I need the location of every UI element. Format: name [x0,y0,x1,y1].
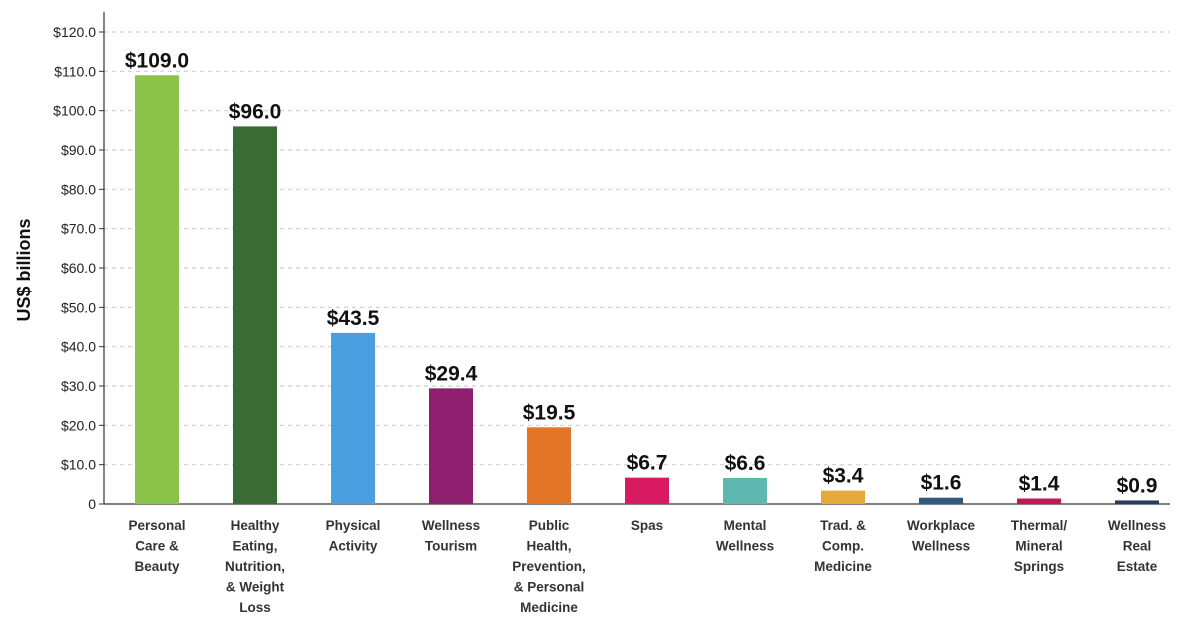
data-label: $0.9 [1117,474,1158,497]
data-label: $3.4 [823,465,864,488]
y-tick-label: $30.0 [61,378,96,394]
category-label: Personal Care & Beauty [128,518,185,574]
data-label: $29.4 [425,362,478,385]
category-label: Wellness Real Estate [1108,518,1166,574]
y-tick-label: $10.0 [61,457,96,473]
bars [135,75,1159,505]
y-tick-label: $60.0 [61,260,96,276]
category-label: Spas [631,518,663,533]
bar [527,427,571,504]
bar [821,490,865,504]
category-label: Mental Wellness [716,518,774,554]
bar [1115,500,1159,504]
y-tick-label: $90.0 [61,142,96,158]
data-label: $6.7 [627,452,668,475]
bar [625,477,669,504]
y-tick-labels: 0 $10.0 $20.0 $30.0 $40.0 $50.0 $60.0 $70.0 $80.… [53,24,96,512]
y-tick-label: $70.0 [61,221,96,237]
y-tick-label: $50.0 [61,299,96,315]
category-label: Trad. & Comp. Medicine [814,518,872,574]
data-labels: $109.0 $96.0 $43.5 $29.4 $19.5 $6.7 $6.6 $3.4 $1… [125,49,1158,497]
y-tick-label: $40.0 [61,339,96,355]
data-label: $109.0 [125,49,189,72]
category-label: Thermal/Mineral Springs [1011,518,1068,574]
category-label: Healthy Eating, Nutrition, & Weight Loss [225,518,285,615]
y-tick-label: $100.0 [53,103,96,119]
data-label: $96.0 [229,100,282,123]
bar [723,478,767,504]
category-labels: Personal Care & Beauty Healthy Eating, Nutrit… [128,518,1166,615]
y-tick-label: $110.0 [54,63,96,79]
bar [429,388,473,504]
category-label: Physical Activity [326,518,381,554]
bar [331,332,375,504]
bar [1017,498,1061,504]
y-axis-label: US$ billions [14,218,34,321]
category-label: Wellness Tourism [422,518,480,554]
data-label: $19.5 [523,401,576,424]
y-tick-label: $20.0 [61,417,96,433]
y-tick-label: $120.0 [53,24,96,40]
bar [135,75,179,505]
data-label: $6.6 [725,452,766,475]
data-label: $1.6 [921,472,962,495]
gridlines [104,31,1170,466]
data-label: $1.4 [1019,472,1060,495]
data-label: $43.5 [327,307,380,330]
category-label: Public Health, Prevention, & Personal Medici… [512,518,586,615]
category-label: Workplace Wellness [907,518,976,554]
bar [233,126,277,505]
y-tick-label: 0 [88,496,96,512]
bar [919,497,963,504]
y-tick-label: $80.0 [61,181,96,197]
